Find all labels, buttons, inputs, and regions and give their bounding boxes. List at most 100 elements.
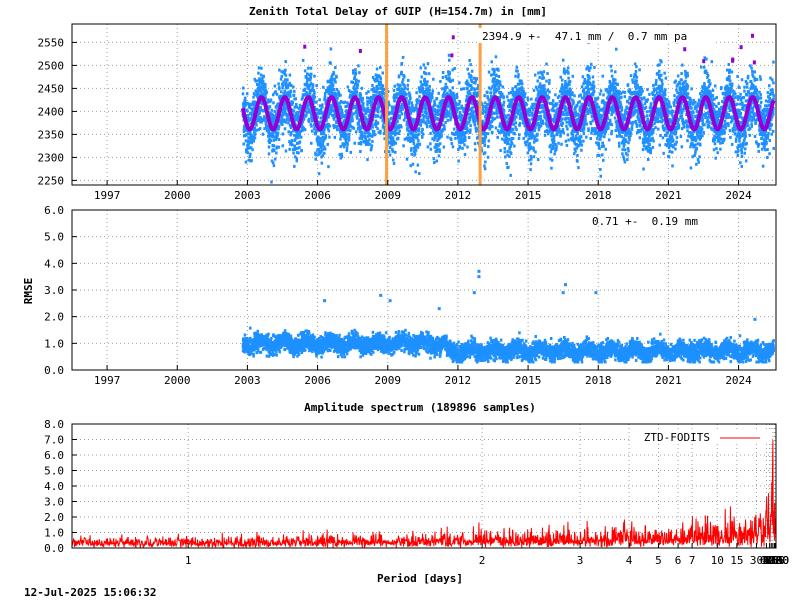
ztd-point — [285, 85, 288, 89]
ztd-point — [319, 136, 322, 140]
ztd-point — [468, 115, 472, 119]
ztd-point — [562, 131, 565, 135]
ztd-point — [301, 58, 305, 62]
ztd-point — [313, 91, 316, 95]
ztd-point — [405, 92, 408, 96]
ztd-point — [256, 89, 260, 93]
ztd-point — [541, 121, 545, 125]
ztd-point — [290, 84, 293, 88]
ztd-point — [409, 107, 413, 111]
ztd-point — [602, 99, 605, 103]
ztd-point — [465, 127, 469, 131]
ztd-point — [259, 79, 263, 83]
ztd-point — [306, 78, 309, 82]
ztd-point — [259, 73, 263, 77]
ztd-point — [305, 91, 308, 95]
ztd-point — [376, 87, 380, 91]
ztd-point — [420, 83, 424, 87]
ztd-point — [277, 145, 281, 149]
ztd-point — [641, 89, 644, 93]
ztd-point — [348, 132, 351, 136]
ztd-point — [292, 93, 296, 97]
ztd-point — [248, 155, 252, 159]
ztd-point — [345, 104, 349, 108]
ztd-point — [277, 82, 280, 86]
ztd-point — [288, 140, 291, 144]
ztd-point — [283, 89, 286, 93]
ztd-point — [639, 86, 643, 90]
ztd-point — [483, 143, 487, 147]
ztd-point — [254, 93, 257, 97]
ztd-point — [393, 150, 397, 154]
ztd-point — [264, 96, 267, 100]
ztd-point — [586, 84, 590, 88]
ztd-point — [376, 114, 380, 118]
ztd-point — [602, 112, 606, 116]
ztd-point — [461, 140, 465, 144]
ztd-point — [538, 82, 542, 86]
ztd-point — [401, 105, 404, 109]
ztd-point — [419, 118, 423, 122]
ztd-point — [641, 104, 644, 108]
ztd-point — [415, 91, 418, 95]
ztd-point — [492, 78, 495, 82]
ztd-point — [324, 147, 327, 151]
ztd-point — [386, 90, 390, 94]
ztd-point — [354, 80, 358, 84]
ztd-point — [306, 72, 309, 76]
ztd-point — [310, 113, 314, 117]
ztd-point — [560, 78, 564, 82]
ztd-point — [260, 66, 263, 70]
ztd-point — [444, 75, 448, 79]
ztd-point — [582, 88, 586, 92]
ztd-point — [597, 134, 601, 138]
ztd-point — [552, 135, 556, 139]
ztd-point — [253, 126, 257, 130]
ztd-point — [309, 74, 312, 78]
ztd-point — [391, 138, 395, 142]
ztd-point — [579, 93, 582, 97]
ztd-point — [574, 129, 577, 133]
ztd-point — [643, 96, 646, 100]
ztd-point — [327, 111, 330, 115]
ztd-point — [416, 136, 419, 140]
ztd-point — [333, 77, 336, 81]
ztd-point — [281, 144, 285, 148]
ztd-point — [242, 124, 246, 128]
ztd-point — [533, 135, 537, 139]
ztd-point — [593, 132, 596, 136]
ztd-point — [410, 152, 413, 156]
ztd-point — [475, 127, 479, 131]
ztd-point — [587, 90, 591, 94]
ztd-point — [438, 101, 441, 105]
ztd-point — [358, 136, 362, 140]
ztd-point — [366, 106, 370, 110]
ztd-point — [355, 90, 359, 94]
ztd-point — [561, 121, 564, 125]
ztd-point — [586, 78, 590, 82]
ztd-point — [295, 105, 299, 109]
ztd-point — [580, 148, 583, 152]
ztd-point — [429, 98, 433, 102]
ztd-point — [566, 66, 570, 70]
ztd-point — [336, 96, 339, 100]
ztd-point — [355, 108, 359, 112]
ztd-point — [243, 126, 247, 130]
ztd-point — [565, 124, 568, 128]
ztd-point — [410, 139, 413, 143]
ztd-point — [484, 160, 487, 164]
ztd-point — [412, 118, 415, 122]
ztd-point — [389, 117, 393, 121]
ztd-point — [268, 141, 272, 145]
ztd-point — [598, 92, 602, 96]
ztd-point — [555, 129, 559, 133]
ztd-point — [543, 87, 546, 91]
ztd-point — [550, 133, 554, 137]
ztd-point — [609, 64, 613, 68]
ztd-point — [565, 143, 569, 147]
ztd-point — [601, 144, 604, 148]
ztd-point — [584, 120, 587, 124]
ztd-point — [576, 153, 579, 157]
ztd-point — [643, 138, 646, 142]
ztd-point — [251, 136, 254, 140]
